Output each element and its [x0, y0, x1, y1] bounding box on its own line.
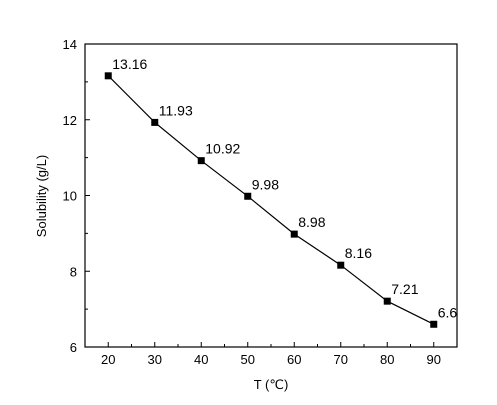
y-tick-label: 6: [70, 340, 77, 355]
x-tick-label: 20: [101, 352, 115, 367]
x-tick-label: 40: [194, 352, 208, 367]
x-axis-label: T (℃): [254, 377, 289, 392]
y-tick-label: 14: [63, 37, 77, 52]
data-label: 8.98: [298, 214, 325, 230]
data-point: [197, 157, 205, 165]
x-tick-label: 80: [380, 352, 394, 367]
y-tick-label: 12: [63, 113, 77, 128]
series-line: [107, 75, 435, 325]
x-tick-label: 30: [148, 352, 162, 367]
data-label: 9.98: [252, 176, 279, 192]
data-point: [244, 192, 252, 200]
data-label: 13.16: [112, 56, 147, 72]
x-tick-label: 70: [334, 352, 348, 367]
data-label: 11.93: [159, 102, 193, 118]
data-point: [151, 118, 159, 126]
data-label: 10.92: [205, 141, 240, 157]
data-label: 8.16: [345, 245, 372, 261]
y-axis-label: Solubility (g/L): [34, 155, 49, 237]
plot-layer: 13.16 11.93 10.92 9.98 8.98 8.16 7.21 6.6: [104, 56, 458, 328]
data-point: [290, 230, 298, 238]
data-label: 6.6: [438, 304, 458, 320]
x-tick-label: 90: [427, 352, 441, 367]
data-point: [430, 320, 438, 328]
data-point: [337, 261, 345, 269]
x-tick-label: 60: [287, 352, 301, 367]
plot-frame: [84, 43, 458, 348]
x-tick-label: 50: [241, 352, 255, 367]
y-tick-label: 8: [70, 264, 77, 279]
axes-layer: 20 30 40 50 60 70 80 90 6 8 10 12 14: [63, 37, 441, 367]
data-point: [104, 72, 112, 80]
data-label: 7.21: [391, 281, 418, 297]
data-point: [383, 297, 391, 305]
y-tick-label: 10: [63, 189, 77, 204]
